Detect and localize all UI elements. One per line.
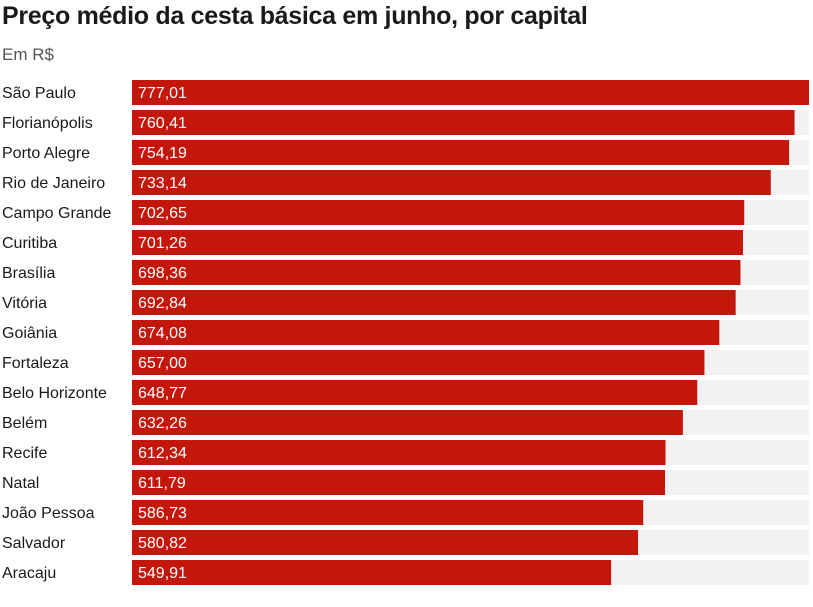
bar bbox=[132, 350, 705, 375]
bar bbox=[132, 290, 736, 315]
category-label: Porto Alegre bbox=[2, 145, 90, 162]
category-label: Recife bbox=[2, 445, 47, 462]
chart-title: Preço médio da cesta básica em junho, po… bbox=[2, 2, 588, 30]
bar bbox=[132, 440, 666, 465]
bar bbox=[132, 500, 644, 525]
bar bbox=[132, 530, 639, 555]
category-label: Aracaju bbox=[2, 565, 56, 582]
category-label: Campo Grande bbox=[2, 205, 111, 222]
value-label: 754,19 bbox=[138, 145, 187, 162]
category-label: Natal bbox=[2, 475, 39, 492]
bar bbox=[132, 410, 683, 435]
category-label: Belo Horizonte bbox=[2, 385, 107, 402]
bar bbox=[132, 170, 771, 195]
bar bbox=[132, 380, 698, 405]
category-label: Salvador bbox=[2, 535, 66, 552]
value-label: 611,79 bbox=[138, 475, 186, 492]
category-label: Curitiba bbox=[2, 235, 57, 252]
category-label: Brasília bbox=[2, 265, 55, 282]
value-label: 760,41 bbox=[138, 115, 187, 132]
category-label: São Paulo bbox=[2, 85, 76, 102]
category-label: Vitória bbox=[2, 295, 47, 312]
value-label: 648,77 bbox=[138, 385, 187, 402]
bar bbox=[132, 470, 666, 495]
bar bbox=[132, 80, 809, 105]
category-label: Goiânia bbox=[2, 325, 57, 342]
value-label: 632,26 bbox=[138, 415, 187, 432]
value-label: 580,82 bbox=[138, 535, 187, 552]
value-label: 657,00 bbox=[138, 355, 187, 372]
category-label: Rio de Janeiro bbox=[2, 175, 105, 192]
category-label: Fortaleza bbox=[2, 355, 69, 372]
value-label: 733,14 bbox=[138, 175, 187, 192]
bar bbox=[132, 140, 790, 165]
bar bbox=[132, 110, 795, 135]
value-label: 692,84 bbox=[138, 295, 187, 312]
category-label: Florianópolis bbox=[2, 115, 93, 132]
value-label: 701,26 bbox=[138, 235, 187, 252]
bar-chart: São Paulo 777,01 Florianópolis 760,41 Porto … bbox=[2, 80, 809, 585]
value-label: 674,08 bbox=[138, 325, 187, 342]
value-label: 777,01 bbox=[138, 85, 187, 102]
value-label: 702,65 bbox=[138, 205, 187, 222]
category-label: Belém bbox=[2, 415, 47, 432]
value-label: 612,34 bbox=[138, 445, 187, 462]
bar bbox=[132, 260, 741, 285]
bar bbox=[132, 320, 720, 345]
value-label: 549,91 bbox=[138, 565, 187, 582]
bar bbox=[132, 230, 743, 255]
bar bbox=[132, 560, 612, 585]
category-label: João Pessoa bbox=[2, 505, 95, 522]
value-label: 698,36 bbox=[138, 265, 187, 282]
chart-subtitle: Em R$ bbox=[2, 45, 54, 64]
value-label: 586,73 bbox=[138, 505, 187, 522]
bar bbox=[132, 200, 745, 225]
